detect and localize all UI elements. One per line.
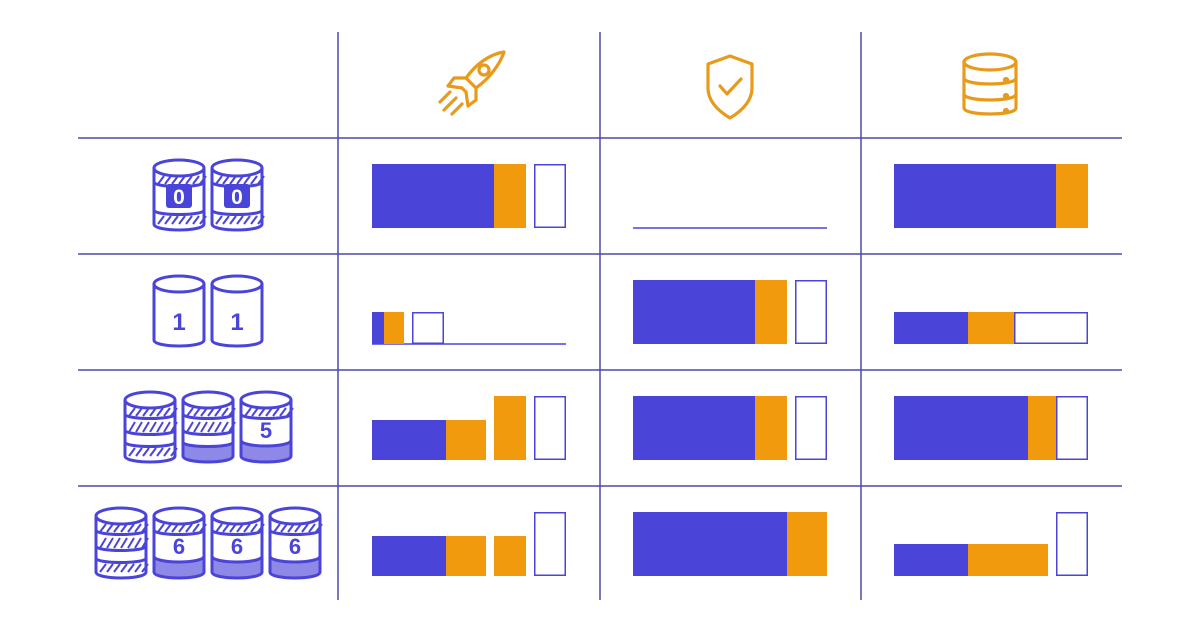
- bar-segment-empty: [534, 164, 566, 228]
- bar-segment-blue: [372, 420, 446, 460]
- bar-segment-blue: [894, 544, 968, 576]
- disk-icon: [181, 390, 236, 464]
- bar-segment-orange: [446, 536, 486, 576]
- disk-label: 1: [230, 309, 243, 336]
- bar-segment-blue: [894, 396, 1028, 460]
- disk-label: 6: [231, 534, 243, 559]
- disk-label: 1: [172, 309, 185, 336]
- bar-segment-orange: [1056, 164, 1088, 228]
- bar-segment-empty: [412, 312, 444, 344]
- disk-label: 6: [173, 534, 185, 559]
- row-label-raid-5: 5: [123, 390, 294, 464]
- bar-segment-blue: [372, 164, 494, 228]
- bar-segment-empty: [534, 396, 566, 460]
- disk-icon: [123, 390, 178, 464]
- bar-segment-orange: [968, 312, 1014, 344]
- cell-raid-6-col-3: [894, 512, 1088, 576]
- disk-icon: 6: [210, 506, 265, 580]
- bar-segment-empty: [534, 512, 566, 576]
- bar-segment-orange: [787, 512, 827, 576]
- bar-cells: [372, 164, 1088, 576]
- bar-segment-orange: [446, 420, 486, 460]
- cell-raid-1-col-2: [633, 280, 827, 344]
- bar-segment-orange: [384, 312, 404, 344]
- table-grid: [78, 32, 1122, 600]
- header-row: [438, 50, 1018, 120]
- disk-icon: 0: [152, 158, 207, 232]
- disk-icon: [94, 506, 149, 580]
- cell-raid-0-col-3: [894, 164, 1088, 228]
- disk-label: 0: [173, 186, 185, 209]
- cell-raid-6-col-1: [372, 512, 566, 576]
- bar-segment-orange: [755, 280, 787, 344]
- cell-raid-5-col-3: [894, 396, 1088, 460]
- disk-icon: 6: [152, 506, 207, 580]
- row-labels: 0 01 156 6 6: [94, 158, 323, 580]
- bar-segment-blue: [372, 312, 384, 344]
- bar-segment-orange: [968, 544, 1048, 576]
- bar-segment-blue: [894, 164, 1056, 228]
- disk-icon: 1: [210, 274, 264, 348]
- disk-icon: 1: [152, 274, 206, 348]
- bar-segment-blue: [633, 396, 755, 460]
- disk-label: 5: [260, 418, 272, 443]
- database-stack-icon: [962, 52, 1018, 116]
- cell-raid-5-col-2: [633, 396, 827, 460]
- bar-segment-orange: [494, 396, 526, 460]
- bar-segment-orange: [755, 396, 787, 460]
- bar-segment-empty: [795, 280, 827, 344]
- row-label-raid-6: 6 6 6: [94, 506, 323, 580]
- disk-icon: 5: [239, 390, 294, 464]
- cell-raid-0-col-1: [372, 164, 566, 228]
- cell-raid-6-col-2: [633, 512, 827, 576]
- bar-segment-blue: [633, 280, 755, 344]
- cell-raid-1-col-3: [894, 312, 1088, 344]
- rocket-icon: [438, 50, 506, 116]
- disk-icon: 6: [268, 506, 323, 580]
- bar-segment-orange: [494, 536, 526, 576]
- bar-segment-blue: [372, 536, 446, 576]
- bar-segment-blue: [894, 312, 968, 344]
- bar-segment-orange: [494, 164, 526, 228]
- disk-icon: 0: [210, 158, 265, 232]
- bar-segment-orange: [1028, 396, 1056, 460]
- cell-raid-5-col-1: [372, 396, 566, 460]
- bar-segment-empty: [1014, 312, 1088, 344]
- bar-segment-empty: [1056, 512, 1088, 576]
- cell-raid-1-col-1: [372, 312, 566, 345]
- bar-segment-blue: [633, 512, 787, 576]
- bar-segment-empty: [795, 396, 827, 460]
- disk-label: 0: [231, 186, 243, 209]
- disk-label: 6: [289, 534, 301, 559]
- shield-check-icon: [706, 54, 754, 120]
- bar-segment-empty: [1056, 396, 1088, 460]
